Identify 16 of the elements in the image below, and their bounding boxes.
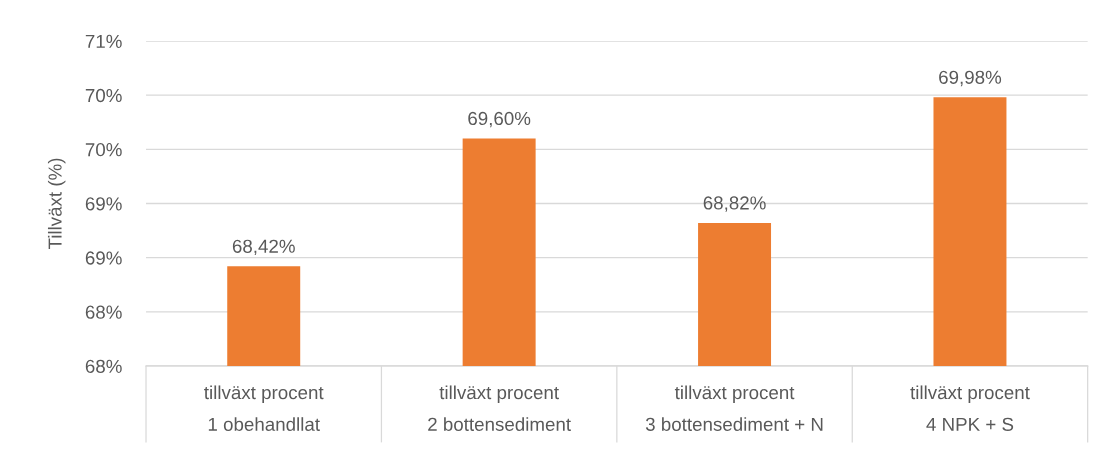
y-axis-title: Tillväxt (%) bbox=[47, 158, 66, 250]
y-tick-label: 69% bbox=[85, 197, 122, 211]
x-tick-label: tillväxt procent 3 bottensediment + N bbox=[645, 385, 823, 431]
y-tick-label: 70% bbox=[85, 88, 122, 103]
y-tick-label: 69% bbox=[85, 251, 122, 265]
data-label: 68,42% bbox=[232, 239, 295, 256]
data-label: 69,98% bbox=[939, 70, 1002, 87]
y-tick-label: 70% bbox=[85, 143, 122, 157]
x-tick-label: tillväxt procent 2 bottensediment bbox=[428, 385, 571, 431]
x-tick-label: tillväxt procent 4 NPK + S bbox=[910, 385, 1030, 431]
data-label: 68,82% bbox=[703, 196, 766, 212]
x-tick-label: tillväxt procent 1 obehandllat bbox=[204, 385, 324, 431]
y-tick-label: 68% bbox=[85, 305, 122, 319]
y-tick-label: 68% bbox=[85, 359, 122, 373]
y-tick-label: 71% bbox=[85, 34, 122, 48]
data-label: 69,60% bbox=[468, 111, 531, 128]
